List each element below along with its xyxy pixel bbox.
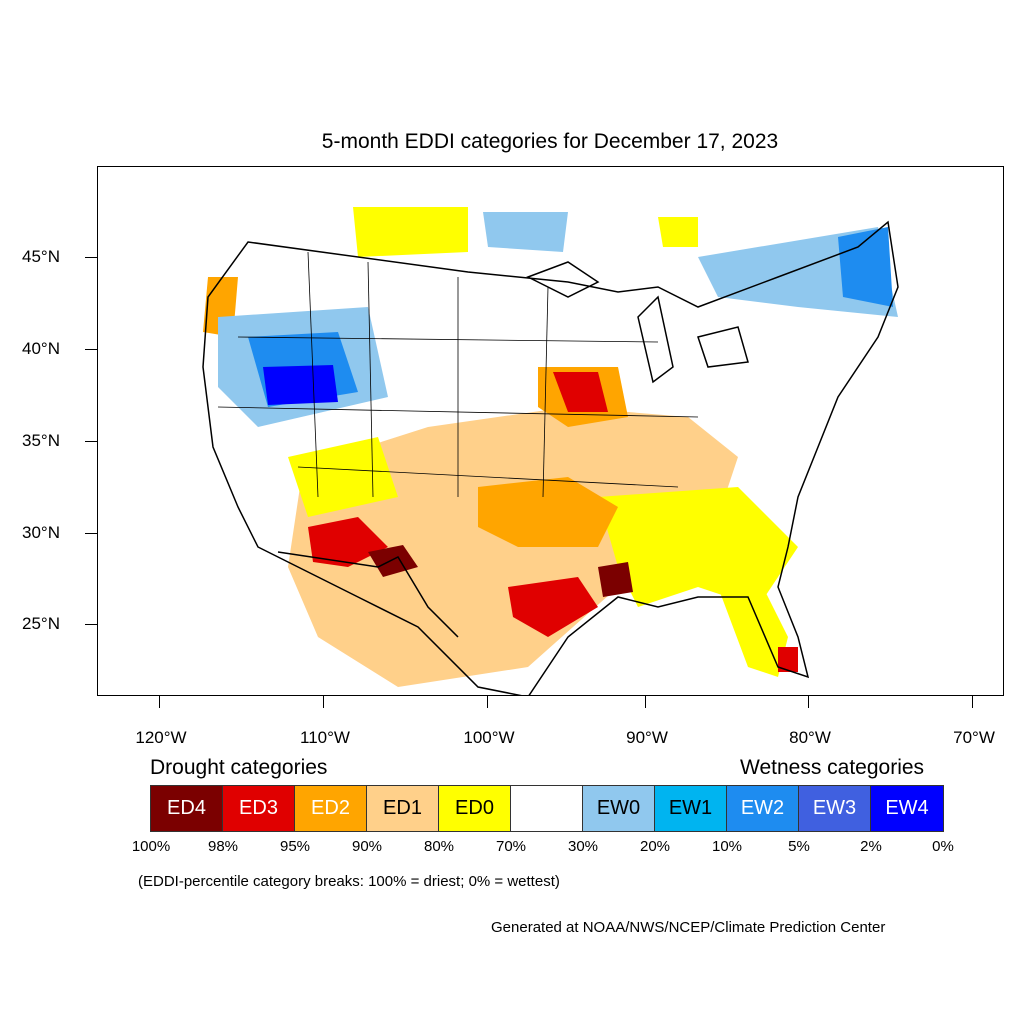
- x-tick: [808, 696, 809, 708]
- credit-text: Generated at NOAA/NWS/NCEP/Climate Predi…: [491, 919, 886, 936]
- y-tick: [85, 257, 97, 258]
- y-label: 45°N: [22, 247, 60, 266]
- x-tick: [159, 696, 160, 708]
- percentile-label: 20%: [639, 838, 671, 855]
- y-tick: [85, 624, 97, 625]
- region-ed3-iowa: [553, 372, 608, 412]
- legend-box-ed4: ED4: [151, 786, 223, 831]
- legend-box-ew4: EW4: [871, 786, 943, 831]
- legend-bar: ED4 ED3 ED2 ED1 ED0 EW0 EW1 EW2 EW3 EW4: [150, 785, 944, 832]
- legend-box-ed1: ED1: [367, 786, 439, 831]
- legend-box-normal: [511, 786, 583, 831]
- percentile-label: 0%: [932, 838, 954, 855]
- y-label: 35°N: [22, 431, 60, 450]
- region-ew0-superior: [483, 212, 568, 252]
- x-tick: [645, 696, 646, 708]
- percentile-label: 95%: [279, 838, 311, 855]
- state-line-6: [297, 466, 679, 488]
- y-label: 30°N: [22, 523, 60, 542]
- x-label: 90°W: [626, 728, 668, 747]
- y-label: 40°N: [22, 339, 60, 358]
- map-canvas: [202, 207, 899, 695]
- legend-box-ed2: ED2: [295, 786, 367, 831]
- region-ed0-ne: [658, 217, 698, 247]
- region-ed3-sw: [308, 517, 388, 567]
- x-tick: [972, 696, 973, 708]
- us-outline: [202, 220, 899, 695]
- state-line-7: [237, 336, 659, 343]
- x-label: 120°W: [135, 728, 187, 747]
- region-ed3-texas: [508, 577, 598, 637]
- legend-box-ed3: ED3: [223, 786, 295, 831]
- state-line-5: [217, 406, 699, 418]
- legend-box-ed0: ED0: [439, 786, 511, 831]
- x-label: 80°W: [789, 728, 831, 747]
- eddi-map: [97, 166, 1004, 696]
- x-tick: [323, 696, 324, 708]
- legend-box-ew3: EW3: [799, 786, 871, 831]
- region-ed3-florida: [778, 647, 798, 672]
- percentile-label: 98%: [207, 838, 239, 855]
- region-ed1: [288, 407, 738, 687]
- state-line-4: [542, 286, 549, 498]
- y-label: 25°N: [22, 614, 60, 633]
- legend-box-ew2: EW2: [727, 786, 799, 831]
- percentile-label: 80%: [423, 838, 455, 855]
- percentile-label: 10%: [711, 838, 743, 855]
- percentile-label: 30%: [567, 838, 599, 855]
- percentile-label: 70%: [495, 838, 527, 855]
- percentile-label: 90%: [351, 838, 383, 855]
- great-lakes: [526, 261, 749, 384]
- region-ed0-florida: [718, 577, 788, 677]
- legend-box-ew0: EW0: [583, 786, 655, 831]
- map-title: 5-month EDDI categories for December 17,…: [321, 130, 779, 153]
- percentile-label: 2%: [860, 838, 882, 855]
- y-tick: [85, 349, 97, 350]
- state-line-1: [307, 251, 319, 498]
- region-ew4-utah: [263, 365, 338, 405]
- category-regions: [203, 207, 898, 687]
- region-ed0-north: [353, 207, 468, 257]
- x-label: 70°W: [953, 728, 995, 747]
- wetness-heading: Wetness categories: [740, 756, 925, 779]
- region-ed0-south: [598, 487, 798, 607]
- region-ed0-west: [288, 437, 398, 517]
- y-tick: [85, 533, 97, 534]
- x-label: 110°W: [300, 728, 350, 747]
- drought-heading: Drought categories: [150, 756, 328, 779]
- percentile-label: 100%: [131, 838, 171, 855]
- state-line-2: [367, 261, 374, 498]
- y-tick: [85, 441, 97, 442]
- x-tick: [487, 696, 488, 708]
- region-ed4-la: [598, 562, 633, 597]
- region-ew2-ne: [838, 227, 893, 307]
- x-label: 100°W: [463, 728, 515, 747]
- legend-note: (EDDI-percentile category breaks: 100% =…: [138, 873, 560, 890]
- region-ed2-plains: [478, 477, 618, 547]
- mexico-border: [277, 551, 459, 638]
- legend-box-ew1: EW1: [655, 786, 727, 831]
- percentile-label: 5%: [788, 838, 810, 855]
- state-lines: [217, 251, 699, 498]
- boundary-lines: [202, 220, 899, 695]
